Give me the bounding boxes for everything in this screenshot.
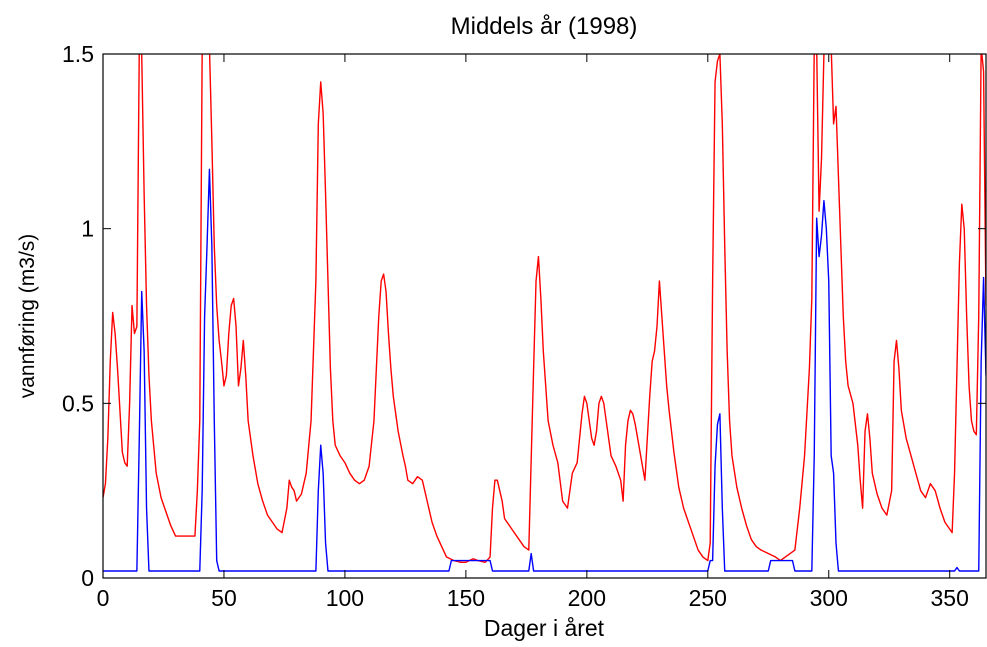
series-layer: [103, 54, 986, 572]
x-tick-label: 250: [689, 585, 727, 611]
x-tick-label: 50: [211, 585, 237, 611]
series-line-1: [103, 54, 986, 563]
y-axis-label: vannføring (m3/s): [16, 234, 39, 399]
x-tick-label: 150: [447, 585, 485, 611]
y-tick-label: 1.5: [62, 41, 94, 67]
x-tick-label: 300: [810, 585, 848, 611]
y-tick-label: 0: [81, 565, 94, 591]
plot-frame: [102, 53, 987, 579]
x-tick-label: 200: [568, 585, 606, 611]
x-tick-label: 350: [931, 585, 969, 611]
chart-title: Middels år (1998): [451, 13, 638, 40]
series-line-2: [103, 168, 986, 572]
x-tick-label: 0: [97, 585, 110, 611]
x-tick-label: 100: [326, 585, 364, 611]
y-axis-ticks: 0 0.5 1 1.5: [62, 41, 986, 591]
x-axis-label: Dager i året: [484, 615, 605, 641]
x-axis-ticks: 0 50 100 150 200 250 300 350: [97, 54, 969, 611]
y-tick-label: 1: [81, 216, 94, 242]
y-tick-label: 0.5: [62, 390, 94, 416]
